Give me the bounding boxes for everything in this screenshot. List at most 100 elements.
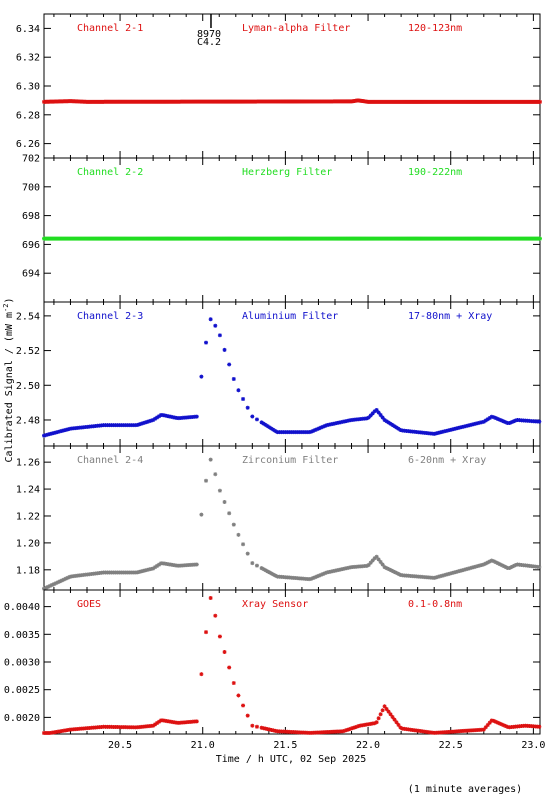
data-point xyxy=(208,317,213,322)
data-point xyxy=(319,572,324,577)
data-point xyxy=(507,565,512,570)
data-point xyxy=(213,323,218,328)
data-point xyxy=(537,419,542,424)
data-point xyxy=(323,423,328,428)
data-point xyxy=(311,428,316,433)
data-point xyxy=(446,572,451,577)
data-point xyxy=(384,706,389,711)
data-point xyxy=(538,99,542,104)
data-point xyxy=(350,726,355,731)
data-point xyxy=(53,430,58,435)
data-point xyxy=(538,236,542,241)
data-point xyxy=(366,415,371,420)
data-point xyxy=(313,428,318,433)
data-point xyxy=(354,724,359,729)
data-point xyxy=(135,422,140,427)
data-point xyxy=(49,583,54,588)
y-tick-label: 694 xyxy=(22,269,40,280)
data-point xyxy=(273,573,278,578)
data-point xyxy=(444,572,449,577)
data-point xyxy=(231,377,236,382)
data-point xyxy=(394,425,399,430)
data-point xyxy=(461,567,466,572)
data-point xyxy=(457,568,462,573)
data-point xyxy=(487,559,492,564)
data-point xyxy=(537,565,542,570)
data-point xyxy=(483,418,488,423)
data-point xyxy=(503,420,508,425)
panel-band-label: 120-123nm xyxy=(408,23,462,34)
data-point xyxy=(157,414,162,419)
data-point xyxy=(382,565,387,570)
panel-filter-label: Herzberg Filter xyxy=(242,167,332,178)
data-point xyxy=(501,419,506,424)
data-point xyxy=(469,565,474,570)
data-point xyxy=(317,573,322,578)
data-point xyxy=(432,575,437,580)
data-point xyxy=(463,567,468,572)
data-point xyxy=(392,569,397,574)
data-point xyxy=(477,563,482,568)
data-point xyxy=(366,563,371,568)
data-point xyxy=(388,421,393,426)
data-point xyxy=(364,416,369,421)
data-point xyxy=(208,457,213,462)
data-point xyxy=(513,563,518,568)
data-point xyxy=(497,721,502,726)
y-tick-label: 0.0025 xyxy=(4,685,40,696)
data-point xyxy=(378,712,383,717)
data-point xyxy=(465,566,470,571)
data-point xyxy=(199,672,204,677)
data-point xyxy=(448,571,453,576)
panel-goes: 0.0020 0.0025 0.0030 0.0035 0.0040 GOES Xray S… xyxy=(4,589,545,751)
data-point xyxy=(473,564,478,569)
data-point xyxy=(323,571,328,576)
data-point xyxy=(340,729,345,734)
data-point xyxy=(51,582,56,587)
data-point xyxy=(380,415,385,420)
y-tick-label: 698 xyxy=(22,211,40,222)
data-point xyxy=(194,414,199,419)
data-point xyxy=(386,709,391,714)
y-tick-label: 2.52 xyxy=(16,346,40,357)
y-axis-label: Calibrated Signal / (mW m-2) xyxy=(2,298,15,463)
data-point xyxy=(153,416,158,421)
x-tick-label: 21.5 xyxy=(273,740,297,751)
series-ch23 xyxy=(42,317,542,438)
data-point xyxy=(217,488,222,493)
data-point xyxy=(55,580,60,585)
data-point xyxy=(194,719,199,724)
y-axis-label-superscript: -2 xyxy=(2,304,10,312)
data-point xyxy=(222,347,227,352)
y-tick-label: 2.50 xyxy=(16,381,40,392)
data-point xyxy=(311,576,316,581)
data-point xyxy=(204,340,209,345)
data-point xyxy=(495,561,500,566)
data-point xyxy=(267,570,272,575)
y-axis-label-close: ) xyxy=(4,298,15,304)
data-point xyxy=(43,433,48,438)
data-point xyxy=(263,568,268,573)
data-point xyxy=(499,418,504,423)
data-point xyxy=(153,722,158,727)
flare-marker-id: 8970 xyxy=(197,29,221,40)
data-point xyxy=(398,725,403,730)
data-point xyxy=(483,725,488,730)
data-point xyxy=(386,420,391,425)
data-point xyxy=(348,726,353,731)
data-point xyxy=(390,422,395,427)
data-point xyxy=(157,719,162,724)
data-point xyxy=(382,704,387,709)
series-ch22 xyxy=(42,236,542,241)
data-point xyxy=(376,716,381,721)
data-point xyxy=(259,566,264,571)
data-point xyxy=(151,566,156,571)
data-point xyxy=(321,424,326,429)
data-point xyxy=(491,559,496,564)
panels-group: 6.26 6.28 6.30 6.32 6.34 Channel 2-1 Lyman-alp… xyxy=(4,13,545,751)
data-point xyxy=(491,718,496,723)
data-point xyxy=(143,420,148,425)
data-point xyxy=(501,564,506,569)
data-point xyxy=(315,574,320,579)
